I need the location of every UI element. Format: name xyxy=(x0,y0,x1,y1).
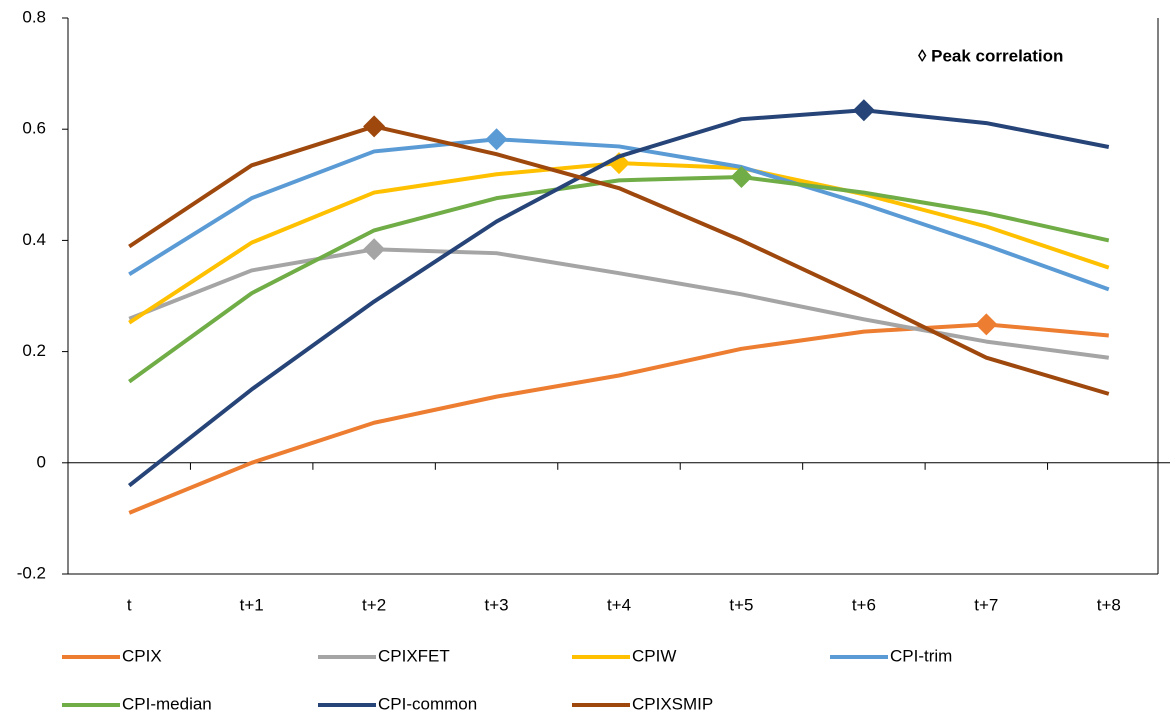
series-line xyxy=(127,108,1110,488)
x-tick-label: t+2 xyxy=(362,595,386,614)
annotation: ◊ Peak correlation xyxy=(918,46,1063,65)
x-tick-label: t+6 xyxy=(852,595,876,614)
series-line xyxy=(128,175,1110,384)
peak-marker xyxy=(852,99,875,122)
peak-marker xyxy=(730,166,753,189)
peak-marker xyxy=(363,115,386,138)
x-tick-label: t+4 xyxy=(607,595,631,614)
x-tick-label: t+7 xyxy=(974,595,998,614)
y-tick-label: -0.2 xyxy=(17,563,46,582)
x-tick-label: t+5 xyxy=(729,595,753,614)
y-tick-label: 0 xyxy=(37,452,46,471)
x-tick-label: t+1 xyxy=(240,595,264,614)
y-tick-label: 0.8 xyxy=(22,7,46,26)
y-tick-label: 0.6 xyxy=(22,119,46,138)
y-tick-label: 0.4 xyxy=(22,230,46,249)
legend-label: CPIW xyxy=(632,646,676,665)
y-tick-label: 0.2 xyxy=(22,341,46,360)
peak-marker xyxy=(363,238,386,261)
legend-label: CPIXSMIP xyxy=(632,694,713,713)
peak-marker xyxy=(485,128,508,151)
series-line xyxy=(128,137,1110,292)
x-tick-label: t xyxy=(127,595,132,614)
series-line xyxy=(128,322,1109,515)
legend-label: CPI-common xyxy=(378,694,477,713)
series-line xyxy=(128,124,1110,396)
legend-label: CPIX xyxy=(122,646,162,665)
legend-label: CPI-median xyxy=(122,694,212,713)
series-line xyxy=(128,247,1110,360)
legend-label: CPI-trim xyxy=(890,646,952,665)
x-tick-label: t+3 xyxy=(485,595,509,614)
peak-marker xyxy=(975,313,998,336)
legend-label: CPIXFET xyxy=(378,646,450,665)
x-tick-label: t+8 xyxy=(1097,595,1121,614)
